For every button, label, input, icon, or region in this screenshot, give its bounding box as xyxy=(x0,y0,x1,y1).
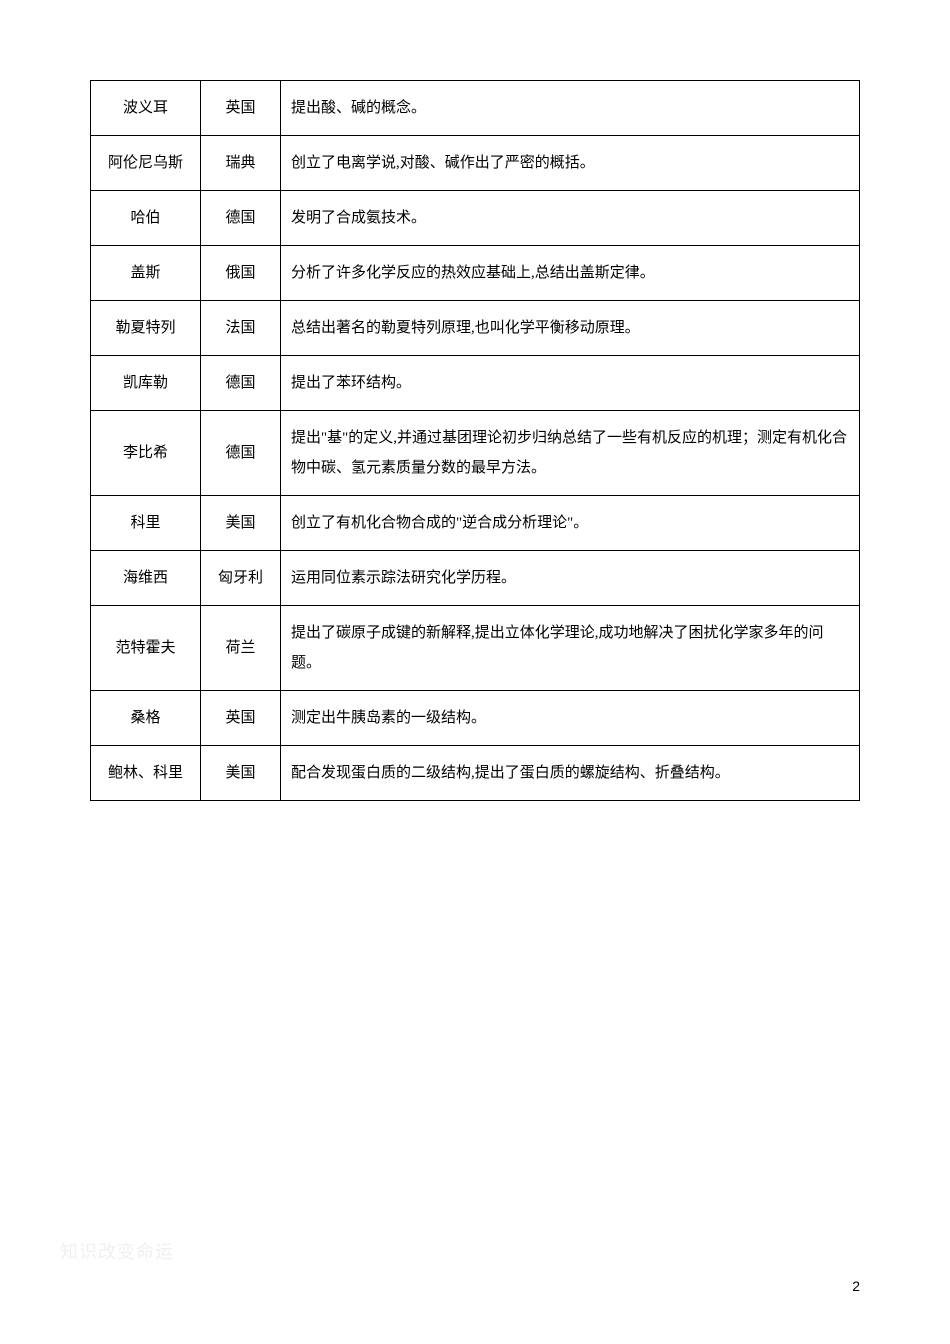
cell-country: 英国 xyxy=(201,81,281,136)
table-row: 范特霍夫 荷兰 提出了碳原子成键的新解释,提出立体化学理论,成功地解决了困扰化学… xyxy=(91,606,860,691)
table-row: 桑格 英国 测定出牛胰岛素的一级结构。 xyxy=(91,691,860,746)
cell-country: 法国 xyxy=(201,301,281,356)
cell-desc: 创立了电离学说,对酸、碱作出了严密的概括。 xyxy=(281,136,860,191)
cell-desc: 分析了许多化学反应的热效应基础上,总结出盖斯定律。 xyxy=(281,246,860,301)
cell-country: 美国 xyxy=(201,746,281,801)
document-page: 波义耳 英国 提出酸、碱的概念。 阿伦尼乌斯 瑞典 创立了电离学说,对酸、碱作出… xyxy=(0,0,950,801)
cell-name: 李比希 xyxy=(91,411,201,496)
cell-country: 德国 xyxy=(201,411,281,496)
page-number: 2 xyxy=(852,1278,860,1294)
table-row: 哈伯 德国 发明了合成氨技术。 xyxy=(91,191,860,246)
cell-desc: 发明了合成氨技术。 xyxy=(281,191,860,246)
table-row: 科里 美国 创立了有机化合物合成的"逆合成分析理论"。 xyxy=(91,496,860,551)
cell-desc: 运用同位素示踪法研究化学历程。 xyxy=(281,551,860,606)
table-row: 李比希 德国 提出"基"的定义,并通过基团理论初步归纳总结了一些有机反应的机理；… xyxy=(91,411,860,496)
table-row: 凯库勒 德国 提出了苯环结构。 xyxy=(91,356,860,411)
table-row: 鲍林、科里 美国 配合发现蛋白质的二级结构,提出了蛋白质的螺旋结构、折叠结构。 xyxy=(91,746,860,801)
cell-country: 德国 xyxy=(201,356,281,411)
table-row: 波义耳 英国 提出酸、碱的概念。 xyxy=(91,81,860,136)
cell-name: 哈伯 xyxy=(91,191,201,246)
cell-country: 英国 xyxy=(201,691,281,746)
cell-desc: 配合发现蛋白质的二级结构,提出了蛋白质的螺旋结构、折叠结构。 xyxy=(281,746,860,801)
cell-desc: 创立了有机化合物合成的"逆合成分析理论"。 xyxy=(281,496,860,551)
cell-name: 盖斯 xyxy=(91,246,201,301)
cell-country: 美国 xyxy=(201,496,281,551)
cell-desc: 提出酸、碱的概念。 xyxy=(281,81,860,136)
scientists-table: 波义耳 英国 提出酸、碱的概念。 阿伦尼乌斯 瑞典 创立了电离学说,对酸、碱作出… xyxy=(90,80,860,801)
cell-desc: 总结出著名的勒夏特列原理,也叫化学平衡移动原理。 xyxy=(281,301,860,356)
cell-country: 俄国 xyxy=(201,246,281,301)
cell-name: 桑格 xyxy=(91,691,201,746)
cell-country: 匈牙利 xyxy=(201,551,281,606)
table-row: 阿伦尼乌斯 瑞典 创立了电离学说,对酸、碱作出了严密的概括。 xyxy=(91,136,860,191)
table-row: 海维西 匈牙利 运用同位素示踪法研究化学历程。 xyxy=(91,551,860,606)
cell-name: 阿伦尼乌斯 xyxy=(91,136,201,191)
cell-desc: 提出"基"的定义,并通过基团理论初步归纳总结了一些有机反应的机理；测定有机化合物… xyxy=(281,411,860,496)
cell-name: 海维西 xyxy=(91,551,201,606)
watermark-text: 知识改变命运 xyxy=(60,1238,174,1264)
cell-desc: 提出了苯环结构。 xyxy=(281,356,860,411)
cell-name: 凯库勒 xyxy=(91,356,201,411)
cell-country: 瑞典 xyxy=(201,136,281,191)
table-body: 波义耳 英国 提出酸、碱的概念。 阿伦尼乌斯 瑞典 创立了电离学说,对酸、碱作出… xyxy=(91,81,860,801)
table-row: 盖斯 俄国 分析了许多化学反应的热效应基础上,总结出盖斯定律。 xyxy=(91,246,860,301)
table-row: 勒夏特列 法国 总结出著名的勒夏特列原理,也叫化学平衡移动原理。 xyxy=(91,301,860,356)
cell-name: 勒夏特列 xyxy=(91,301,201,356)
cell-name: 范特霍夫 xyxy=(91,606,201,691)
cell-country: 荷兰 xyxy=(201,606,281,691)
cell-name: 科里 xyxy=(91,496,201,551)
cell-name: 波义耳 xyxy=(91,81,201,136)
cell-desc: 测定出牛胰岛素的一级结构。 xyxy=(281,691,860,746)
cell-name: 鲍林、科里 xyxy=(91,746,201,801)
cell-country: 德国 xyxy=(201,191,281,246)
cell-desc: 提出了碳原子成键的新解释,提出立体化学理论,成功地解决了困扰化学家多年的问题。 xyxy=(281,606,860,691)
